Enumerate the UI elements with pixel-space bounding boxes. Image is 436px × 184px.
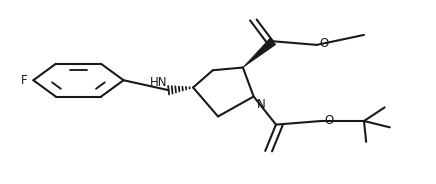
Text: O: O <box>324 114 333 127</box>
Polygon shape <box>243 38 276 68</box>
Text: O: O <box>320 37 329 50</box>
Text: N: N <box>257 98 266 111</box>
Text: HN: HN <box>150 76 167 89</box>
Text: F: F <box>21 74 27 87</box>
